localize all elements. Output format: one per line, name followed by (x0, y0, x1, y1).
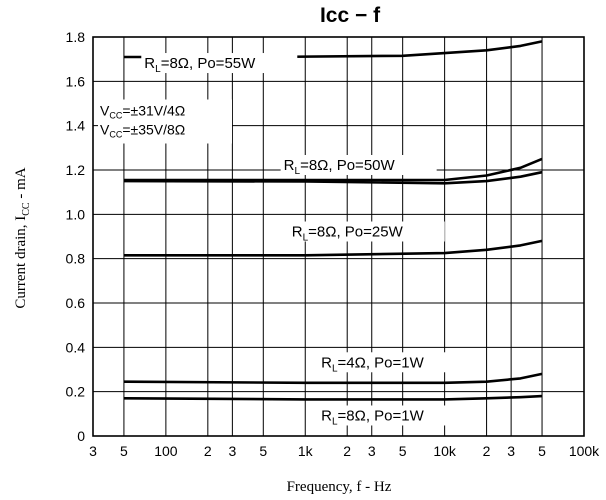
x-tick-label: 5 (259, 443, 267, 459)
x-tick-label: 5 (120, 443, 128, 459)
y-tick-label: 1.4 (66, 118, 86, 134)
x-tick-label: 3 (368, 443, 376, 459)
x-tick-label: 2 (483, 443, 491, 459)
series-labels: RL=8Ω, Po=55W RL=8Ω, Po=50W RL=8Ω, Po=25W R… (141, 53, 475, 427)
x-tick-label: 3 (507, 443, 515, 459)
x-tick-label: 5 (399, 443, 407, 459)
series-label-5: RL=8Ω, Po=1W (321, 407, 425, 427)
y-tick-label: 1.2 (66, 162, 86, 178)
vcc-annotation-bg (98, 99, 232, 144)
vcc-annotation: VCC=±31V/4Ω VCC=±35V/8Ω (100, 103, 185, 140)
x-axis-label: Frequency, f - Hz (287, 479, 392, 495)
series-label-bg (288, 221, 445, 242)
series-line-1 (123, 157, 543, 182)
y-tick-label: 0 (77, 428, 85, 444)
y-tick-label: 0.6 (66, 295, 86, 311)
series-line-3 (123, 239, 543, 257)
x-tick-label: 100k (569, 443, 600, 459)
series-line-2 (123, 170, 543, 185)
x-tick-label: 100 (154, 443, 178, 459)
x-tick-label: 5 (538, 443, 546, 459)
series-label-bg (141, 53, 298, 74)
x-tick-label: 10k (433, 443, 457, 459)
y-tick-label: 0.2 (66, 384, 86, 400)
x-tick-label: 1k (298, 443, 314, 459)
x-tick-label: 3 (228, 443, 236, 459)
series-label-0: RL=8Ω, Po=55W (144, 55, 256, 75)
x-axis-ticks: 3 5 100 2 3 5 1k 2 3 5 10k 2 3 5 100k (89, 443, 600, 459)
series-label-3: RL=8Ω, Po=25W (292, 224, 404, 244)
series-label-4: RL=4Ω, Po=1W (321, 354, 425, 374)
x-tick-label: 3 (89, 443, 97, 459)
series-label-bg (318, 352, 475, 373)
chart-title: Icc − f (320, 4, 381, 27)
series-lines (123, 40, 543, 401)
y-axis-ticks: 0 0.2 0.4 0.6 0.8 1.0 1.2 1.4 1.6 1.8 (66, 29, 86, 444)
y-tick-label: 1.0 (66, 206, 86, 222)
series-line-4 (123, 372, 543, 385)
x-tick-label: 2 (343, 443, 351, 459)
y-tick-label: 1.8 (66, 29, 86, 45)
series-line-5 (123, 394, 543, 401)
series-label-bg (318, 405, 475, 426)
y-tick-label: 0.4 (66, 339, 86, 355)
y-tick-label: 1.6 (66, 73, 86, 89)
y-axis-label: Current drain, ICC - mA (13, 167, 32, 308)
series-label-bg (280, 155, 437, 175)
y-tick-label: 0.8 (66, 251, 86, 267)
x-tick-label: 2 (204, 443, 212, 459)
series-label-1: RL=8Ω, Po=50W (284, 157, 396, 177)
